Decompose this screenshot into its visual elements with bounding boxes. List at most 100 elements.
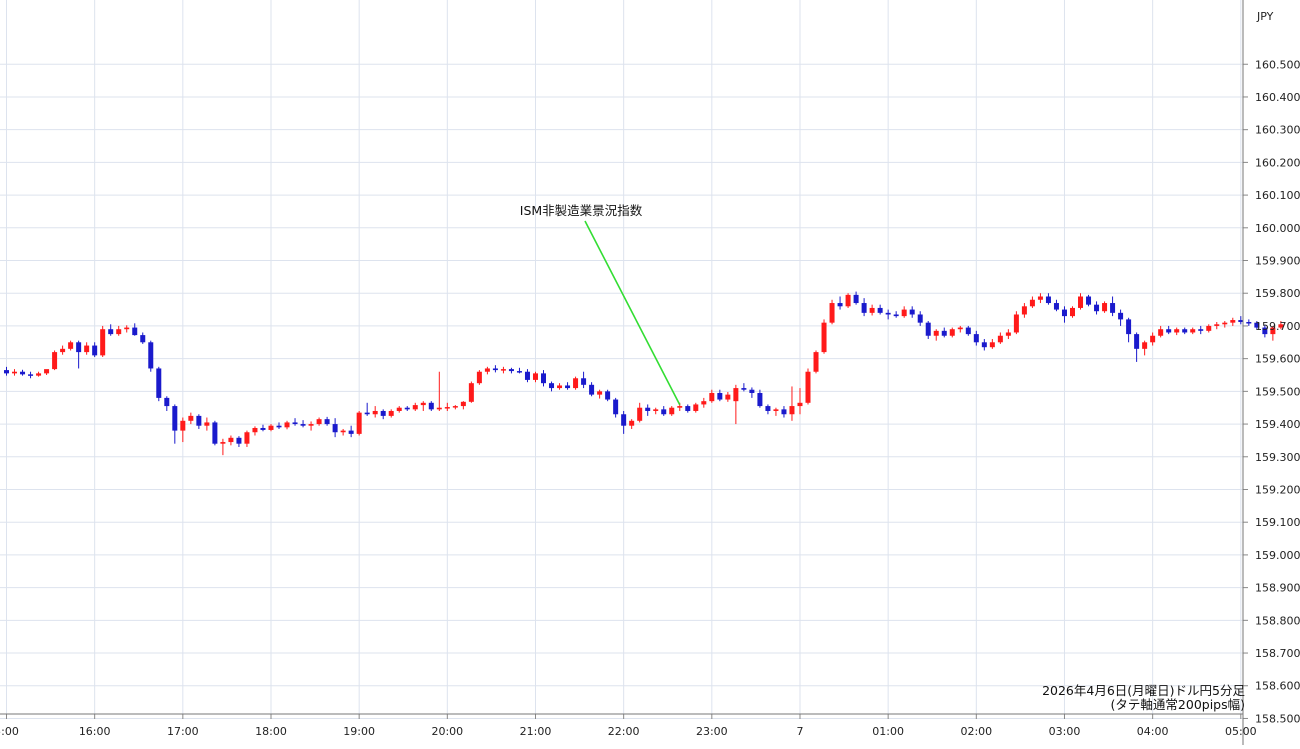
annotation-label: ISM非製造業景況指数 <box>520 203 643 218</box>
candle-body <box>284 422 290 428</box>
y-tick-label: 160.000 <box>1255 222 1300 235</box>
candle-body <box>268 425 274 430</box>
candle-body <box>1110 303 1116 313</box>
candle-body <box>300 424 306 426</box>
candle-body <box>340 430 346 433</box>
candle-body <box>541 373 547 384</box>
x-tick-label: 23:00 <box>696 725 728 738</box>
candle-body <box>781 409 787 415</box>
candle-body <box>877 307 883 313</box>
candle-body <box>444 407 450 409</box>
candle-body <box>733 388 739 402</box>
candle-body <box>356 412 362 434</box>
candle-body <box>380 410 386 416</box>
candle-body <box>693 404 699 411</box>
candle-body <box>1190 329 1196 333</box>
y-tick-label: 158.600 <box>1255 680 1300 693</box>
candle-body <box>813 352 819 372</box>
candle-body <box>492 368 498 371</box>
candle-body <box>476 371 482 384</box>
candle-body <box>84 345 90 353</box>
candle-body <box>1270 327 1276 335</box>
candle-body <box>1053 303 1059 310</box>
candle-body <box>1005 332 1011 336</box>
candle-body <box>292 422 298 425</box>
y-tick-label: 160.300 <box>1255 124 1300 137</box>
candle-body <box>1278 324 1284 328</box>
y-tick-label: 159.300 <box>1255 451 1300 464</box>
candle-body <box>677 406 683 408</box>
x-tick-label: 16:00 <box>79 725 111 738</box>
candle-body <box>893 314 899 317</box>
candle-body <box>573 378 579 389</box>
y-tick-label: 160.200 <box>1255 156 1300 169</box>
caption-line-2: (タテ軸通常200pips幅) <box>1110 697 1245 712</box>
candle-body <box>1150 335 1156 343</box>
candle-body <box>220 442 226 444</box>
candle-body <box>565 385 571 389</box>
candle-body <box>829 303 835 323</box>
x-tick-label: 02:00 <box>960 725 992 738</box>
candle-body <box>236 437 242 444</box>
candle-body <box>725 394 731 400</box>
candle-body <box>1029 299 1035 307</box>
candle-body <box>1134 334 1140 349</box>
x-tick-label: 22:00 <box>608 725 640 738</box>
candle-body <box>12 371 18 374</box>
candle-body <box>701 401 707 405</box>
candle-body <box>613 399 619 415</box>
candle-body <box>260 427 266 430</box>
y-tick-label: 159.600 <box>1255 353 1300 366</box>
candle-body <box>933 330 939 336</box>
candle-body <box>709 392 715 402</box>
candle-body <box>869 307 875 313</box>
candle-body <box>1182 329 1188 333</box>
candle-body <box>132 327 138 336</box>
candle-body <box>316 419 322 425</box>
candle-body <box>853 294 859 304</box>
y-tick-label: 158.700 <box>1255 647 1300 660</box>
candle-body <box>621 414 627 426</box>
candle-body <box>861 303 867 313</box>
candle-body <box>941 330 947 336</box>
candle-body <box>909 309 915 315</box>
candle-body <box>1094 304 1100 312</box>
candle-body <box>749 389 755 393</box>
x-tick-label: 21:00 <box>520 725 552 738</box>
x-tick-label: 01:00 <box>872 725 904 738</box>
candle-body <box>212 422 218 444</box>
candle-body <box>428 402 434 410</box>
y-tick-label: 160.500 <box>1255 58 1300 71</box>
y-tick-label: 159.100 <box>1255 516 1300 529</box>
x-tick-label: 03:00 <box>1049 725 1081 738</box>
candle-body <box>164 397 170 407</box>
candle-body <box>837 303 843 307</box>
candle-body <box>1037 296 1043 300</box>
candle-body <box>973 334 979 343</box>
candle-body <box>372 410 378 415</box>
candle-body <box>116 329 122 335</box>
x-tick-label: 20:00 <box>431 725 463 738</box>
annotation-pointer-line <box>584 220 681 406</box>
candle-body <box>100 329 106 356</box>
y-tick-label: 158.800 <box>1255 614 1300 627</box>
candle-body <box>1045 296 1051 304</box>
candle-body <box>244 432 250 444</box>
candle-body <box>925 322 931 336</box>
chart-caption: 2026年4月6日(月曜日)ドル円5分足 (タテ軸通常200pips幅) <box>1042 684 1245 712</box>
y-tick-label: 159.000 <box>1255 549 1300 562</box>
candle-body <box>789 406 795 415</box>
candle-body <box>508 369 514 372</box>
candle-body <box>36 373 42 376</box>
candle-body <box>1238 320 1244 323</box>
candle-body <box>605 391 611 400</box>
candle-body <box>228 437 234 443</box>
candlestick-series <box>4 291 1284 456</box>
candle-body <box>1222 322 1228 325</box>
candle-body <box>949 329 955 336</box>
candle-body <box>1158 329 1164 336</box>
candle-body <box>773 409 779 411</box>
candle-body <box>180 420 186 431</box>
